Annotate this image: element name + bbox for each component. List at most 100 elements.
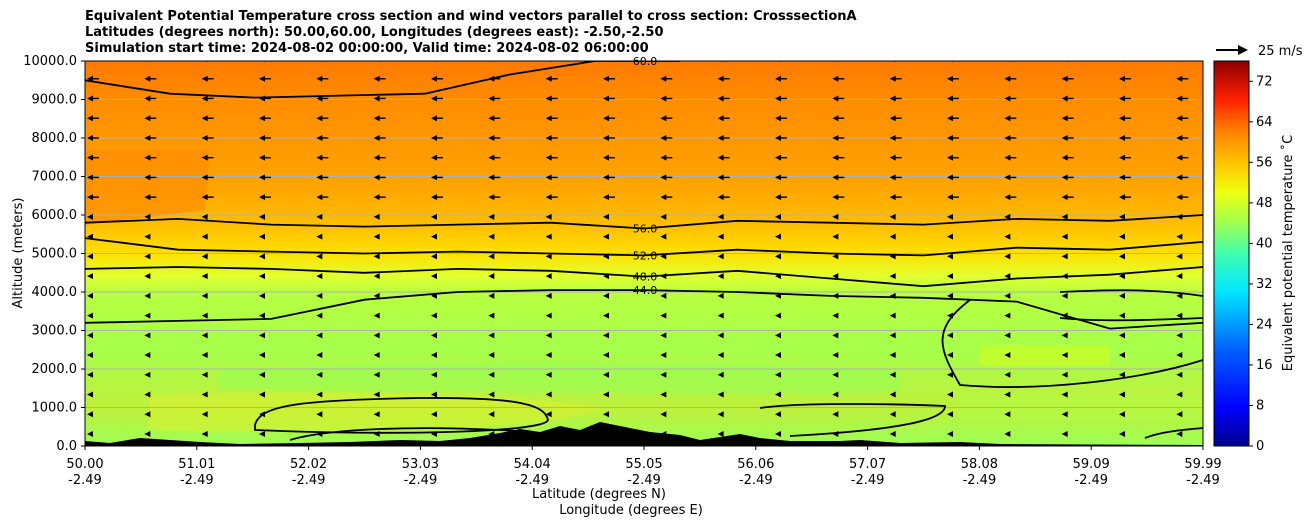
wind-vector: [316, 95, 329, 102]
wind-vector: [832, 134, 845, 141]
wind-vector: [889, 115, 902, 122]
wind-vector: [201, 194, 214, 201]
wind-vector: [1176, 273, 1183, 280]
wind-vector: [1176, 134, 1189, 141]
wind-vector: [1119, 411, 1125, 418]
wind-vector: [201, 312, 208, 319]
wind-vector: [545, 154, 558, 161]
wind-vector: [259, 431, 265, 437]
contour-56.0: [85, 214, 1203, 230]
wind-vector: [87, 431, 93, 437]
wind-vector: [144, 253, 151, 260]
wind-vector: [201, 95, 214, 102]
wind-vector: [316, 213, 323, 220]
x-axis-label-latitude: Latitude (degrees N): [532, 487, 666, 502]
wind-vector: [373, 292, 380, 299]
wind-vector: [1061, 75, 1074, 82]
wind-vector: [373, 75, 386, 82]
wind-vector: [1004, 154, 1017, 161]
wind-vector: [660, 134, 673, 141]
wind-vector: [1119, 75, 1131, 82]
wind-vector: [775, 332, 781, 339]
wind-vector: [488, 312, 495, 319]
wind-vector: [660, 371, 667, 378]
wind-vector: [144, 134, 157, 141]
wind-vector: [201, 213, 208, 220]
x-tick-label-lon: -2.49: [404, 473, 438, 488]
wind-vector: [259, 233, 265, 240]
wind-vector: [144, 411, 151, 418]
wind-vector: [431, 371, 437, 378]
wind-vector: [1119, 154, 1131, 161]
wind-vector: [259, 213, 265, 220]
wind-vector: [1061, 95, 1074, 102]
wind-vector: [775, 312, 781, 319]
wind-vector: [488, 213, 495, 220]
contour-label: 56.0: [633, 222, 658, 235]
wind-vector: [717, 352, 724, 359]
wind-vector: [889, 233, 896, 240]
wind-vector: [947, 95, 959, 102]
wind-vector: [201, 273, 208, 280]
x-tick-label-lat: 50.00: [66, 457, 103, 472]
wind-vector: [373, 253, 380, 260]
wind-vector: [603, 371, 609, 378]
contour-labels: 60.056.052.048.044.0: [633, 55, 658, 297]
wind-vector: [144, 391, 151, 398]
x-tick-label-lon: -2.49: [68, 473, 102, 488]
contour-48-low: [254, 397, 549, 434]
x-tick-label-lon: -2.49: [292, 473, 326, 488]
wind-vector: [87, 75, 99, 82]
quiver-key: 25 m/s: [1216, 44, 1303, 59]
wind-vector: [1004, 273, 1011, 280]
contour-label: 48.0: [633, 271, 658, 284]
wind-vector: [431, 312, 437, 319]
wind-vector: [488, 134, 501, 141]
wind-vector: [373, 312, 380, 319]
wind-vector: [832, 352, 839, 359]
x-tick-label-lon: -2.49: [1074, 473, 1108, 488]
wind-vector: [545, 194, 558, 201]
wind-vector: [775, 194, 787, 201]
wind-vector: [1004, 371, 1011, 378]
contour-label: 44.0: [633, 284, 658, 297]
wind-vector: [1004, 233, 1011, 240]
wind-vector: [316, 273, 323, 280]
wind-vector: [545, 312, 552, 319]
wind-vector: [1004, 174, 1017, 181]
wind-vector: [201, 253, 208, 260]
wind-vector: [431, 253, 437, 260]
wind-vector: [488, 352, 495, 359]
wind-vector: [947, 174, 959, 181]
wind-vector: [1061, 371, 1068, 378]
x-tick-label-lon: -2.49: [851, 473, 885, 488]
wind-vector: [603, 115, 615, 122]
x-axis: 50.00-2.4951.01-2.4952.02-2.4953.03-2.49…: [66, 446, 1222, 488]
wind-vector: [660, 154, 673, 161]
wind-vector: [1176, 174, 1189, 181]
wind-vector: [1119, 174, 1131, 181]
y-tick-label: 2000.0: [32, 362, 78, 377]
wind-vector: [1119, 134, 1131, 141]
wind-vector: [889, 213, 896, 220]
wind-vector: [87, 332, 93, 339]
wind-vector: [1004, 411, 1011, 418]
wind-vector: [545, 352, 552, 359]
wind-vector: [717, 233, 724, 240]
wind-vector: [144, 174, 157, 181]
wind-vector: [259, 194, 271, 201]
wind-vector: [201, 371, 208, 378]
wind-vector: [1004, 95, 1017, 102]
wind-vector: [603, 312, 609, 319]
wind-vector: [201, 332, 208, 339]
wind-vector: [717, 273, 724, 280]
wind-vector: [259, 292, 265, 299]
wind-vector: [603, 332, 609, 339]
wind-vector: [1119, 292, 1125, 299]
wind-vector: [1119, 213, 1125, 220]
wind-vector: [431, 194, 443, 201]
x-tick-label-lat: 51.01: [178, 457, 215, 472]
wind-vector: [1119, 371, 1125, 378]
y-axis-label: Altitude (meters): [11, 198, 26, 309]
wind-vector: [488, 95, 501, 102]
